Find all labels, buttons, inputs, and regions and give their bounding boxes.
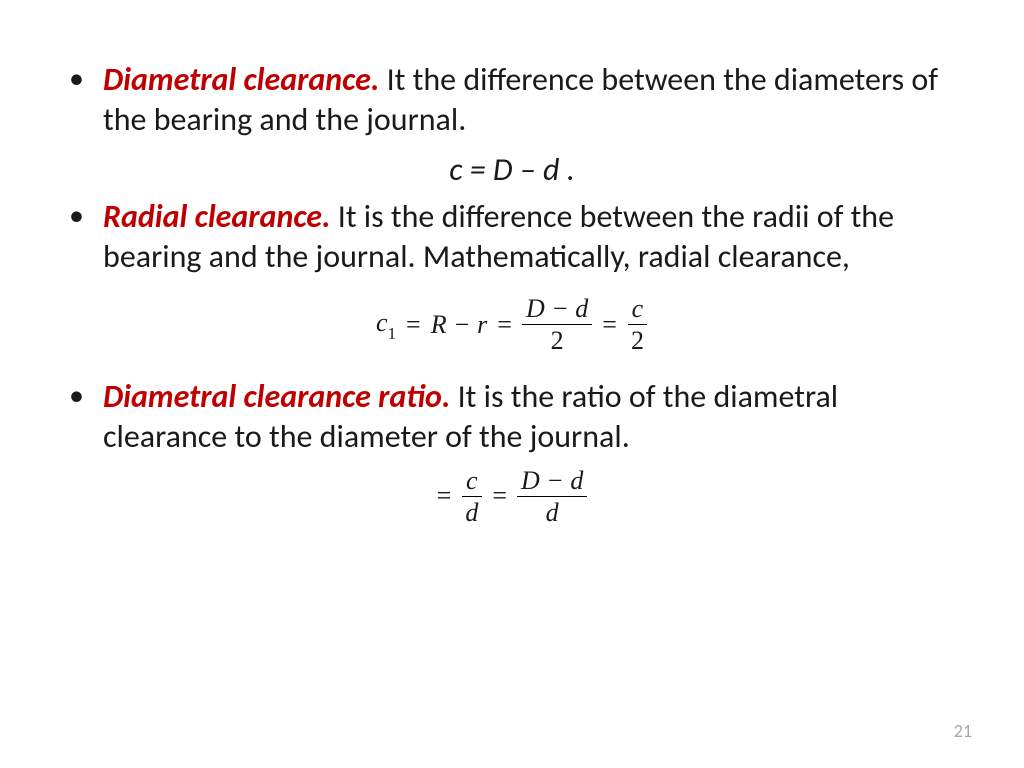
equation-row: = c d = D − d d [437, 467, 588, 527]
fraction-numerator: c [462, 467, 482, 497]
equals-sign: = [497, 310, 512, 340]
equation-row: c1 = R − r = D − d 2 = c 2 [376, 295, 648, 355]
fraction-denominator: 2 [627, 325, 648, 354]
equation-diametral: c = D – d . [55, 150, 969, 189]
bullet-diametral-ratio: Diametral clearance ratio. It is the rat… [55, 377, 969, 457]
fraction-numerator: D − d [517, 467, 587, 497]
fraction-denominator: 2 [547, 325, 568, 354]
bullet-radial-clearance: Radial clearance. It is the difference b… [55, 197, 969, 277]
equals-sign: = [602, 310, 617, 340]
fraction: D − d 2 [522, 295, 592, 355]
bullet-diametral-clearance: Diametral clearance. It the difference b… [55, 60, 969, 140]
fraction-denominator: d [461, 497, 482, 526]
lhs-sub: 1 [388, 324, 396, 343]
equation-text: c = D – d . [449, 150, 575, 189]
term-label: Radial clearance. [103, 197, 331, 236]
equals-sign: = [492, 481, 507, 511]
equation-ratio: = c d = D − d d [55, 467, 969, 527]
equals-sign: = [406, 310, 421, 340]
rhs-expr: R − r [431, 310, 488, 340]
page-number: 21 [954, 720, 972, 742]
fraction-denominator: d [542, 497, 563, 526]
term-label: Diametral clearance ratio. [103, 377, 450, 416]
term-label: Diametral clearance. [103, 60, 379, 99]
fraction: D − d d [517, 467, 587, 527]
fraction-numerator: c [628, 295, 648, 325]
fraction-numerator: D − d [522, 295, 592, 325]
equals-sign: = [437, 481, 452, 511]
equation-radial: c1 = R − r = D − d 2 = c 2 [55, 295, 969, 355]
lhs-var: c [376, 308, 388, 337]
fraction: c 2 [627, 295, 648, 355]
bullet-list: Diametral clearance. It the difference b… [55, 60, 969, 526]
lhs: c1 [376, 308, 396, 342]
fraction: c d [461, 467, 482, 527]
